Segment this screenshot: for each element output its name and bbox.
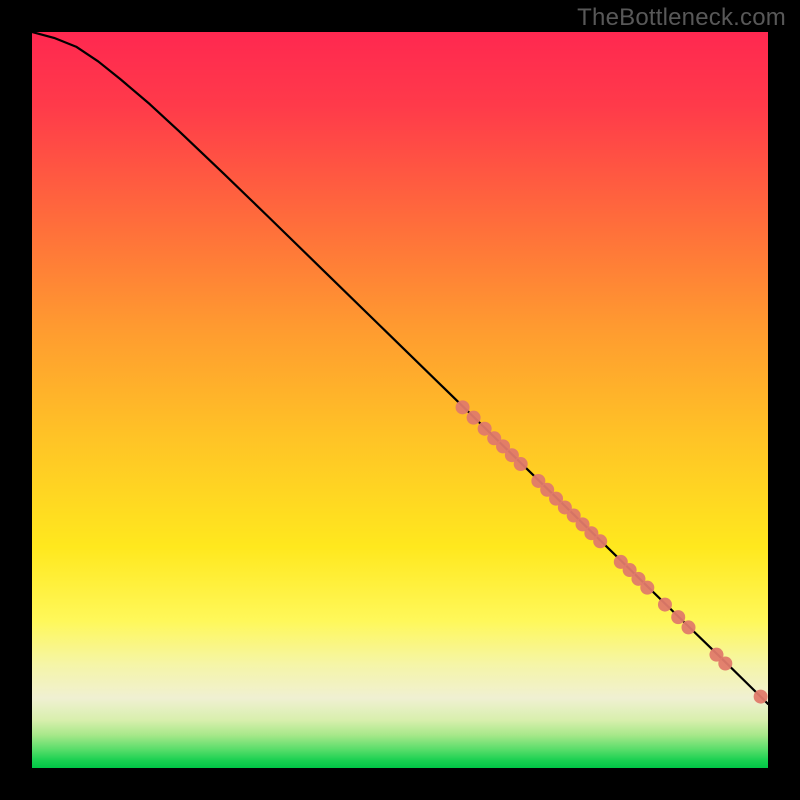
curve-marker <box>467 411 481 425</box>
chart-frame: TheBottleneck.com <box>0 0 800 800</box>
curve-marker <box>456 400 470 414</box>
curve-marker <box>682 620 696 634</box>
curve-marker <box>593 534 607 548</box>
curve-overlay <box>32 32 768 768</box>
plot-area <box>32 32 768 768</box>
bottleneck-curve <box>32 32 768 704</box>
curve-marker <box>671 610 685 624</box>
curve-marker <box>658 598 672 612</box>
curve-marker <box>514 457 528 471</box>
curve-marker <box>718 656 732 670</box>
curve-marker <box>640 581 654 595</box>
curve-marker <box>754 690 768 704</box>
watermark-text: TheBottleneck.com <box>577 4 786 32</box>
